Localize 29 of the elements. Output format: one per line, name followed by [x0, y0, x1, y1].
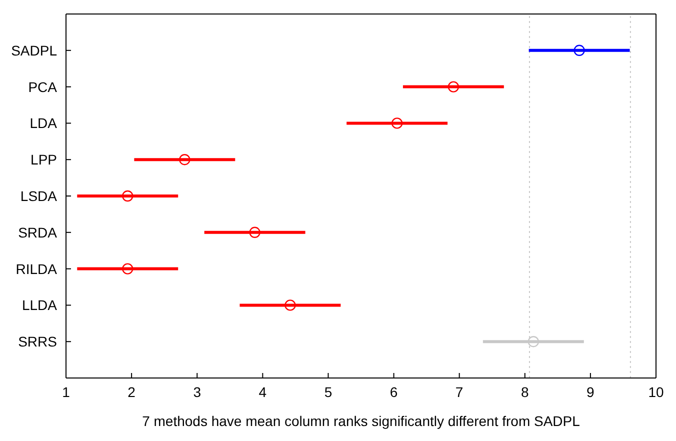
point: [122, 263, 134, 274]
x-tick-label: 3: [193, 384, 202, 400]
y-tick-label: LPP: [30, 152, 57, 168]
point: [122, 190, 134, 202]
x-tick-label: 9: [586, 384, 595, 400]
y-tick-label: SRRS: [18, 334, 57, 350]
x-tick-label: 1: [62, 384, 70, 400]
point: [249, 226, 260, 238]
point: [391, 118, 403, 129]
y-tick-label: RILDA: [16, 260, 58, 277]
point: [284, 300, 296, 311]
x-tick-label: 6: [390, 384, 398, 400]
x-tick-label: 5: [324, 384, 332, 400]
y-tick-label: SADPL: [11, 42, 58, 58]
y-tick-label: LDA: [30, 115, 58, 132]
y-tick-label: SRDA: [18, 224, 58, 240]
x-axis-title: 7 methods have mean column ranks significantly different from SADPL: [142, 413, 580, 429]
x-tick-label: 2: [128, 384, 136, 400]
point: [448, 81, 460, 92]
y-tick-label: LLDA: [22, 297, 58, 314]
point: [528, 336, 540, 348]
x-tick-label: 10: [648, 384, 664, 400]
x-tick-label: 7: [455, 384, 464, 400]
point: [574, 44, 585, 56]
point: [179, 154, 190, 166]
y-tick-label: PCA: [28, 78, 58, 95]
y-tick-label: LSDA: [20, 188, 58, 204]
x-tick-label: 8: [520, 384, 529, 400]
x-tick-label: 4: [258, 384, 267, 400]
